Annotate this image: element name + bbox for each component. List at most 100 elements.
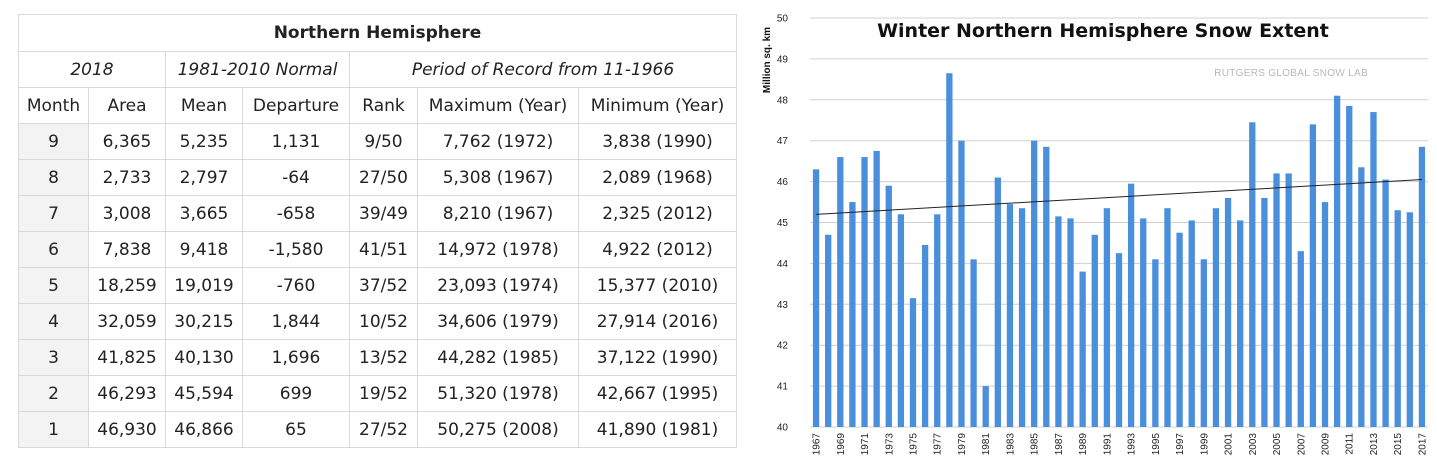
bar-2002	[1237, 220, 1244, 427]
x-tick-label: 1999	[1199, 433, 1210, 456]
bar-1996	[1164, 208, 1171, 427]
cell-departure: 1,131	[242, 123, 350, 160]
y-tick-label: 41	[777, 382, 789, 393]
bar-2009	[1321, 202, 1329, 427]
y-tick-label: 42	[777, 341, 789, 352]
group-year: 2018	[18, 51, 166, 88]
x-axis-ticks: 1967 1969 1971 1973 1975 1977 1979 1981 1983 1985…	[812, 433, 1429, 456]
bar-2017	[1418, 146, 1426, 427]
table-row: 9 6,365 5,235 1,131 9/50 7,762 (1972) 3,…	[18, 123, 738, 160]
x-tick-label: 1997	[1175, 433, 1186, 456]
cell-minimum: 2,089 (1968)	[577, 159, 738, 196]
bar-1989	[1079, 271, 1086, 427]
cell-area: 46,293	[88, 375, 166, 412]
cell-month: 6	[18, 231, 89, 268]
table-title: Northern Hemisphere	[17, 14, 738, 52]
bar-1990	[1091, 234, 1098, 427]
bar-1967	[812, 169, 820, 427]
bar-1972	[873, 150, 880, 428]
group-record: Period of Record from 11-1966	[348, 51, 738, 88]
cell-mean: 19,019	[165, 267, 243, 304]
bar-1994	[1140, 218, 1147, 427]
trend-line	[816, 179, 1422, 215]
bar-1979	[958, 140, 965, 427]
cell-mean: 46,866	[165, 411, 243, 448]
bar-1970	[849, 202, 856, 427]
header-maximum: Maximum (Year)	[417, 87, 579, 124]
bar-1977	[934, 214, 941, 427]
bar-1981	[982, 386, 989, 427]
snow-extent-chart-panel: Winter Northern Hemisphere Snow Extent R…	[756, 0, 1437, 460]
cell-maximum: 51,320 (1978)	[417, 375, 579, 412]
cell-minimum: 2,325 (2012)	[577, 195, 738, 232]
bar-2011	[1346, 105, 1353, 427]
cell-mean: 9,418	[165, 231, 243, 268]
y-tick-label: 46	[777, 177, 789, 188]
x-tick-label: 1987	[1054, 433, 1065, 456]
bar-2007	[1297, 251, 1304, 427]
bar-2014	[1382, 179, 1389, 427]
cell-departure: 1,696	[242, 339, 350, 376]
cell-rank: 13/52	[349, 339, 418, 376]
table-row: 3 41,825 40,130 1,696 13/52 44,282 (1985…	[18, 339, 738, 376]
header-rank: Rank	[349, 87, 418, 124]
cell-mean: 2,797	[165, 159, 243, 196]
bar-2013	[1370, 112, 1377, 427]
x-tick-label: 1993	[1127, 433, 1138, 456]
bar-1978	[946, 73, 953, 427]
table-row: 1 46,930 46,866 65 27/52 50,275 (2008) 4…	[18, 411, 738, 448]
x-tick-label: 2007	[1296, 433, 1307, 456]
header-mean: Mean	[165, 87, 243, 124]
y-tick-label: 47	[777, 136, 789, 147]
x-tick-label: 1983	[1005, 433, 1016, 456]
cell-departure: 1,844	[242, 303, 350, 340]
bar-1971	[861, 157, 868, 427]
x-tick-label: 2003	[1248, 433, 1259, 456]
header-month: Month	[18, 87, 89, 124]
x-tick-label: 1977	[933, 433, 944, 456]
bar-2008	[1309, 124, 1317, 427]
trend-line-group	[816, 179, 1422, 215]
x-tick-label: 2015	[1393, 433, 1404, 456]
cell-minimum: 4,922 (2012)	[577, 231, 738, 268]
bar-1982	[994, 177, 1001, 427]
cell-month: 8	[18, 159, 89, 196]
bar-2003	[1249, 122, 1256, 428]
snow-extent-table: Northern Hemisphere 2018 1981-2010 Norma…	[17, 14, 738, 448]
cell-maximum: 34,606 (1979)	[417, 303, 579, 340]
cell-month: 2	[18, 375, 89, 412]
bar-1983	[1006, 204, 1014, 427]
cell-rank: 19/52	[349, 375, 418, 412]
cell-month: 7	[18, 195, 89, 232]
bar-1999	[1200, 259, 1207, 427]
cell-rank: 27/52	[349, 411, 418, 448]
bar-2012	[1358, 167, 1365, 427]
y-tick-label: 43	[777, 300, 789, 311]
y-axis-ticks: 40 41 42 43 44 45 46 47 48 49 50	[777, 14, 789, 434]
cell-departure: -64	[242, 159, 350, 196]
x-tick-label: 1981	[981, 433, 992, 456]
cell-month: 4	[18, 303, 89, 340]
x-tick-label: 1979	[957, 433, 968, 456]
cell-month: 9	[18, 123, 89, 160]
table-row: 5 18,259 19,019 -760 37/52 23,093 (1974)…	[18, 267, 738, 304]
bar-1985	[1031, 140, 1038, 427]
bar-2001	[1224, 197, 1232, 427]
header-minimum: Minimum (Year)	[577, 87, 738, 124]
table-row: 4 32,059 30,215 1,844 10/52 34,606 (1979…	[18, 303, 738, 340]
x-tick-label: 2017	[1417, 433, 1428, 456]
x-tick-label: 2005	[1272, 433, 1283, 456]
bar-2004	[1261, 197, 1268, 427]
x-tick-label: 1985	[1030, 433, 1041, 456]
cell-departure: -658	[242, 195, 350, 232]
cell-mean: 5,235	[165, 123, 243, 160]
cell-mean: 40,130	[165, 339, 243, 376]
y-tick-label: 40	[777, 423, 789, 434]
y-tick-label: 44	[777, 259, 789, 270]
chart-title: Winter Northern Hemisphere Snow Extent	[877, 20, 1329, 42]
x-tick-label: 2001	[1224, 433, 1235, 456]
x-tick-label: 1991	[1102, 433, 1113, 456]
bar-1980	[970, 259, 977, 427]
cell-month: 5	[18, 267, 89, 304]
snow-extent-bar-chart: Winter Northern Hemisphere Snow Extent R…	[762, 14, 1429, 456]
